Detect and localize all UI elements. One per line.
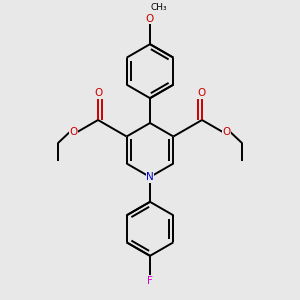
- Text: N: N: [146, 172, 154, 182]
- Text: CH₃: CH₃: [151, 3, 167, 12]
- Text: O: O: [69, 127, 77, 137]
- Text: O: O: [94, 88, 102, 98]
- Text: O: O: [198, 88, 206, 98]
- Text: O: O: [223, 127, 231, 137]
- Text: F: F: [147, 276, 153, 286]
- Text: O: O: [146, 14, 154, 24]
